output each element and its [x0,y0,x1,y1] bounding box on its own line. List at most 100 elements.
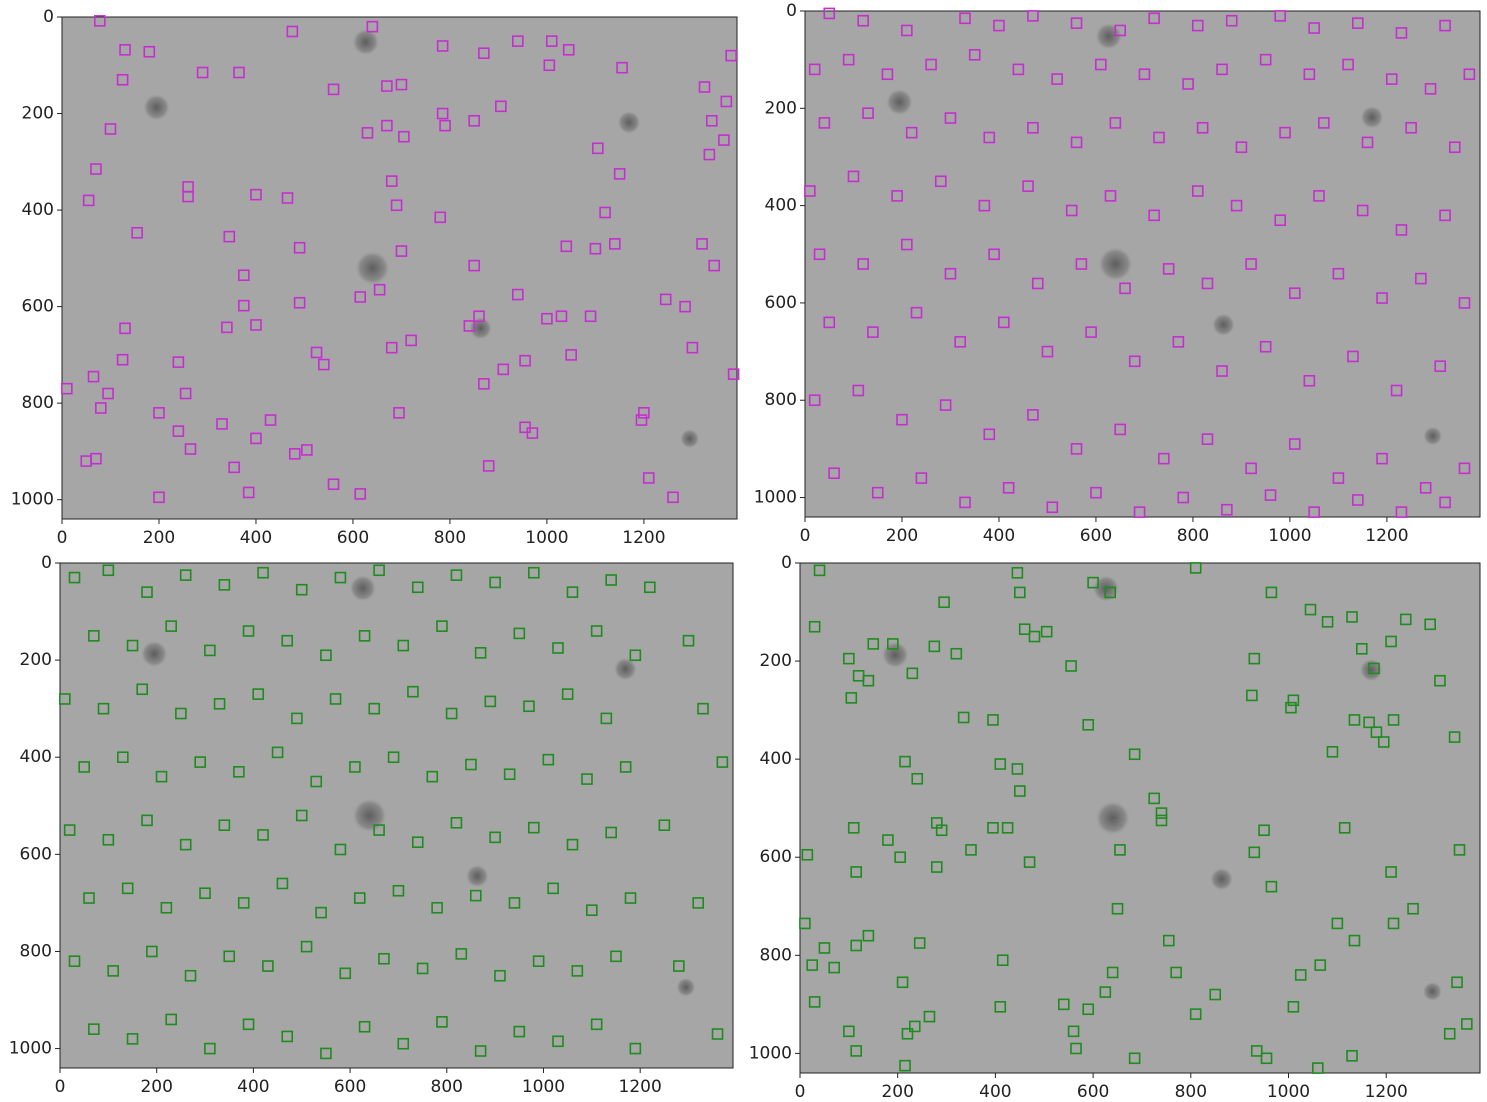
detection-box [334,571,347,584]
detection-box [545,35,558,47]
detection-box [368,702,381,715]
detection-box [257,829,269,841]
detection-box [1439,496,1451,509]
detection-box [901,24,913,37]
detection-box [405,334,417,347]
y-tick-label: 400 [765,196,797,216]
detection-box [1028,630,1041,643]
detection-box [301,444,313,456]
detection-box [223,950,236,963]
detection-box [1119,282,1131,295]
y-tick-label: 400 [20,747,52,767]
detection-box [994,1000,1007,1013]
detection-box [1399,613,1412,626]
detection-box [1352,494,1364,506]
x-tick-label: 0 [800,526,811,546]
detection-box [658,819,671,832]
image-blob [348,574,377,603]
detection-box [1114,24,1126,37]
detection-box [291,712,303,725]
detection-box [923,1010,936,1023]
detection-box [561,688,574,700]
detection-box [233,66,245,79]
detection-box [495,100,507,113]
detection-box [987,822,999,834]
detection-box [1264,489,1277,501]
detection-box [102,833,115,846]
detection-box [204,644,216,657]
y-tick-label: 200 [760,651,792,671]
detection-box [635,414,648,426]
detection-box [1346,611,1358,623]
detection-box [416,962,429,975]
detection-box [88,630,100,642]
detection-box [393,407,405,419]
detection-box [1001,822,1014,834]
detection-box [944,112,957,124]
detection-box [843,652,855,665]
detection-box [165,620,177,632]
detection-box [199,887,211,899]
panel: 0 200 400 600 800 1000 1200 0 200 400 600 800 1000 [9,553,734,1097]
detection-box [242,486,255,499]
detection-box [102,564,115,577]
detection-box [395,245,408,257]
detection-box [845,692,858,704]
detection-box [901,1027,914,1040]
detection-box [1453,844,1466,856]
detection-box [1209,988,1222,1001]
detection-box [179,838,192,851]
detection-box [381,119,393,132]
detection-box [1189,562,1202,574]
detection-box [1303,374,1316,387]
x-tick-label: 1200 [622,528,665,548]
detection-box [862,674,875,687]
detection-box [1148,209,1160,222]
y-tick-label: 600 [22,297,54,317]
y-tick-label: 200 [20,650,52,670]
detection-box [87,370,100,383]
detection-box [1031,277,1044,290]
detection-box [581,773,593,785]
x-tick-label: 200 [140,1077,172,1097]
detection-box [1104,586,1117,599]
image-blob [675,977,696,998]
detection-box [808,620,821,633]
detection-box [1225,14,1238,27]
detection-box [354,291,367,303]
detection-box [1347,350,1359,363]
y-tick-label: 1000 [749,1043,792,1063]
x-tick-label: 0 [57,528,68,548]
detection-box [1148,12,1160,25]
detection-box [1370,726,1383,738]
detection-box [242,1018,255,1031]
x-tick-label: 400 [983,526,1015,546]
detection-box [497,363,510,376]
detection-box [286,25,299,38]
detection-box [1348,934,1361,947]
detection-box [1094,58,1107,71]
detection-box [1461,1018,1473,1030]
detection-box [813,248,826,261]
detection-box [934,175,947,188]
image-blob [465,864,490,889]
detection-box [850,866,862,878]
detection-box [644,581,656,594]
detection-box [310,775,323,788]
detection-box [552,1035,564,1048]
detection-box [1287,1000,1300,1013]
detection-box [508,897,521,909]
detection-box [1439,19,1451,32]
image-blob [1094,22,1123,51]
detection-box [300,940,313,953]
detection-box [257,566,269,579]
detection-box [616,61,628,74]
image-blob [354,250,391,286]
x-tick-label: 0 [795,1082,806,1102]
detection-box [218,579,231,591]
detection-box [1070,1042,1082,1055]
detection-box [320,649,332,662]
x-tick-label: 600 [1077,1082,1109,1102]
detection-box [1114,844,1126,856]
x-tick-label: 1000 [522,1077,565,1097]
